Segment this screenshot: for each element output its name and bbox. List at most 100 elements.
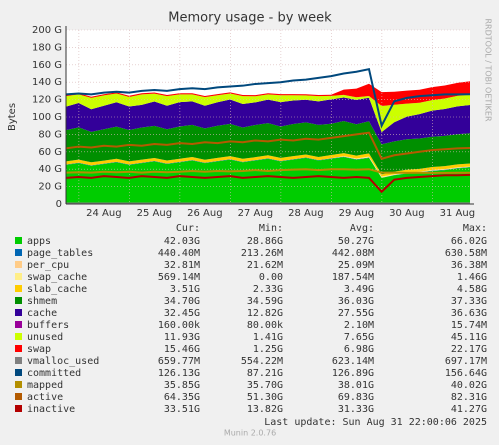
x-tick-label: 27 Aug bbox=[238, 208, 273, 219]
legend-header: Min: bbox=[259, 223, 283, 234]
x-tick-label: 25 Aug bbox=[137, 208, 172, 219]
legend-stat: 87.21G bbox=[247, 368, 283, 379]
legend-stat: 1.41G bbox=[253, 332, 283, 343]
legend-swatch bbox=[15, 273, 22, 280]
legend-stat: 21.62M bbox=[247, 260, 283, 271]
legend-swatch bbox=[15, 285, 22, 292]
side-label: RRDTOOL / TOBI OETIKER bbox=[484, 18, 493, 121]
y-tick-label: 160 G bbox=[32, 60, 62, 71]
legend-stat: 554.22M bbox=[241, 356, 283, 367]
legend-swatch bbox=[15, 405, 22, 412]
y-tick-label: 120 G bbox=[32, 95, 62, 106]
legend-swatch bbox=[15, 333, 22, 340]
legend-swatch bbox=[15, 261, 22, 268]
line bbox=[65, 131, 471, 160]
legend-stat: 440.40M bbox=[158, 248, 200, 259]
legend-label: slab_cache bbox=[27, 284, 87, 295]
legend-stat: 22.17G bbox=[451, 344, 487, 355]
legend-stat: 6.98G bbox=[344, 344, 374, 355]
legend-label: active bbox=[27, 392, 63, 403]
legend-swatch bbox=[15, 381, 22, 388]
legend-stat: 442.08M bbox=[332, 248, 374, 259]
legend-label: buffers bbox=[27, 320, 69, 331]
legend-stat: 11.93G bbox=[164, 332, 200, 343]
legend-stat: 36.63G bbox=[451, 308, 487, 319]
legend-swatch bbox=[15, 345, 22, 352]
legend-stat: 7.65G bbox=[344, 332, 374, 343]
legend-stat: 160.00k bbox=[158, 320, 200, 331]
legend-stat: 187.54M bbox=[332, 272, 374, 283]
legend-stat: 3.51G bbox=[170, 284, 200, 295]
legend-stat: 32.81M bbox=[164, 260, 200, 271]
y-tick-label: 80 G bbox=[38, 129, 62, 140]
legend-stat: 82.31G bbox=[451, 392, 487, 403]
legend-stat: 126.13G bbox=[158, 368, 200, 379]
legend-stat: 45.11G bbox=[451, 332, 487, 343]
y-tick-label: 100 G bbox=[32, 112, 62, 123]
legend-stat: 13.82G bbox=[247, 404, 283, 415]
legend-label: swap_cache bbox=[27, 272, 87, 283]
legend-stat: 42.03G bbox=[164, 236, 200, 247]
legend-stat: 2.10M bbox=[344, 320, 374, 331]
legend-header: Avg: bbox=[350, 223, 374, 234]
legend-swatch bbox=[15, 369, 22, 376]
legend-label: page_tables bbox=[27, 248, 93, 259]
x-tick-label: 26 Aug bbox=[187, 208, 222, 219]
legend-stat: 4.58G bbox=[457, 284, 487, 295]
x-tick-label: 24 Aug bbox=[86, 208, 121, 219]
legend-stat: 630.58M bbox=[445, 248, 487, 259]
x-tick-label: 29 Aug bbox=[339, 208, 374, 219]
legend-header: Max: bbox=[463, 223, 487, 234]
x-tick-label: 28 Aug bbox=[288, 208, 323, 219]
legend-header: Cur: bbox=[176, 223, 200, 234]
area bbox=[66, 153, 470, 177]
legend-stat: 659.77M bbox=[158, 356, 200, 367]
line bbox=[65, 67, 471, 129]
legend-stat: 1.25G bbox=[253, 344, 283, 355]
y-tick-label: 180 G bbox=[32, 42, 62, 53]
footer: Last update: Sun Aug 31 22:00:06 2025 bbox=[264, 417, 487, 428]
legend-stat: 33.51G bbox=[164, 404, 200, 415]
legend-stat: 50.27G bbox=[338, 236, 374, 247]
legend-label: shmem bbox=[27, 296, 57, 307]
legend-label: vmalloc_used bbox=[27, 356, 99, 367]
legend-label: apps bbox=[27, 236, 51, 247]
version: Munin 2.0.76 bbox=[224, 429, 276, 438]
legend-stat: 80.00k bbox=[247, 320, 283, 331]
legend-stat: 15.46G bbox=[164, 344, 200, 355]
legend-stat: 35.85G bbox=[164, 380, 200, 391]
legend-swatch bbox=[15, 393, 22, 400]
y-tick-label: 40 G bbox=[38, 164, 62, 175]
line bbox=[65, 168, 471, 174]
x-tick-label: 30 Aug bbox=[389, 208, 424, 219]
legend-stat: 34.59G bbox=[247, 296, 283, 307]
legend-stat: 41.27G bbox=[451, 404, 487, 415]
legend-stat: 126.89G bbox=[332, 368, 374, 379]
area bbox=[66, 97, 470, 145]
legend-stat: 38.01G bbox=[338, 380, 374, 391]
chart-title: Memory usage - by week bbox=[168, 11, 332, 26]
legend-swatch bbox=[15, 357, 22, 364]
legend-stat: 37.33G bbox=[451, 296, 487, 307]
legend-stat: 3.49G bbox=[344, 284, 374, 295]
y-tick-label: 140 G bbox=[32, 77, 62, 88]
y-tick-label: 0 bbox=[56, 199, 62, 210]
legend-stat: 32.45G bbox=[164, 308, 200, 319]
legend-stat: 66.02G bbox=[451, 236, 487, 247]
legend-label: cache bbox=[27, 308, 57, 319]
legend-label: committed bbox=[27, 368, 81, 379]
legend-stat: 35.70G bbox=[247, 380, 283, 391]
legend-swatch bbox=[15, 321, 22, 328]
legend-stat: 40.02G bbox=[451, 380, 487, 391]
legend-label: mapped bbox=[27, 380, 63, 391]
legend-stat: 156.64G bbox=[445, 368, 487, 379]
y-axis-label: Bytes bbox=[7, 103, 18, 131]
legend-stat: 51.30G bbox=[247, 392, 283, 403]
legend-swatch bbox=[15, 237, 22, 244]
legend-swatch bbox=[15, 309, 22, 316]
y-tick-label: 60 G bbox=[38, 147, 62, 158]
legend-stat: 1.46G bbox=[457, 272, 487, 283]
legend-stat: 623.14M bbox=[332, 356, 374, 367]
